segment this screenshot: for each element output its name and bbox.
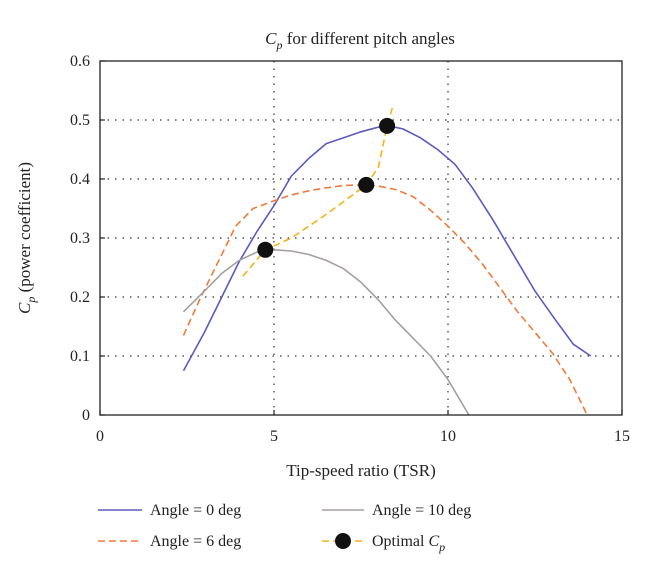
legend-label-optimal: Optimal Cp [372,533,445,554]
plot-frame [99,60,623,416]
legend-marker-optimal [335,533,351,549]
optimal-markers [257,117,396,258]
series-line-angle-6 [182,184,588,416]
chart-title: Cp for different pitch angles [265,29,455,52]
x-tick-label: 10 [440,428,456,445]
y-axis-label: Cp (power coefficient) [15,162,38,314]
optimal-cp-marker [358,176,375,193]
series-lines [182,107,592,416]
y-tick-label: 0 [82,407,90,424]
grid-lines [100,61,622,415]
y-tick-label: 0.4 [70,171,90,188]
legend-label-angle-0: Angle = 0 deg [150,502,241,519]
optimal-cp-marker [379,117,396,134]
legend: Angle = 0 deg Angle = 6 deg Angle = 10 d… [98,502,471,554]
series-line-angle-10 [182,249,470,416]
x-tick-label: 5 [270,428,278,445]
x-axis-label: Tip-speed ratio (TSR) [286,461,436,480]
legend-item-angle-6: Angle = 6 deg [98,533,241,550]
y-tick-label: 0.1 [70,348,90,365]
y-tick-label: 0.2 [70,289,90,306]
legend-item-angle-0: Angle = 0 deg [98,502,241,519]
series-line-angle-0 [182,125,592,372]
legend-label-angle-10: Angle = 10 deg [372,502,471,519]
legend-label-angle-6: Angle = 6 deg [150,533,241,550]
legend-item-optimal: Optimal Cp [322,533,445,554]
y-tick-label: 0.3 [70,230,90,247]
y-tick-label: 0.5 [70,112,90,129]
x-tick-label: 15 [614,428,630,445]
y-tick-label: 0.6 [70,53,90,70]
y-axis-ticks: 0 0.1 0.2 0.3 0.4 0.5 0.6 [70,53,105,424]
x-tick-label: 0 [96,428,104,445]
optimal-cp-marker [257,241,274,258]
legend-item-angle-10: Angle = 10 deg [322,502,471,519]
